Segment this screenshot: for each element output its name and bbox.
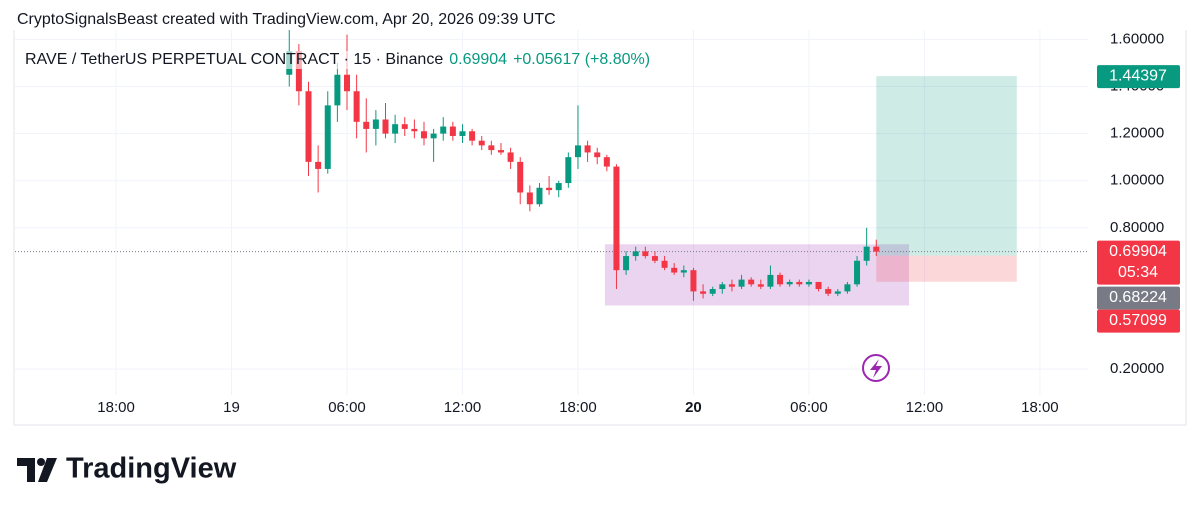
candle-body <box>411 128 418 132</box>
candle-body <box>420 131 427 139</box>
candle-body <box>353 91 360 122</box>
candle-body <box>661 260 668 268</box>
stop-zone <box>876 255 1017 282</box>
x-tick-label: 12:00 <box>906 399 944 416</box>
candle-body <box>536 187 543 205</box>
price-label: 0.69904 <box>1109 243 1167 260</box>
price-label: 0.68224 <box>1109 289 1167 306</box>
price-label: 0.57099 <box>1109 312 1167 329</box>
candle-body <box>690 270 697 292</box>
price-label: 1.44397 <box>1109 67 1167 84</box>
x-tick-label: 20 <box>685 399 702 416</box>
price-label-box <box>1097 286 1180 310</box>
y-tick-label: 0.20000 <box>1110 360 1164 377</box>
candle-body <box>805 281 812 285</box>
candle-body <box>767 274 774 287</box>
range-box <box>604 244 910 306</box>
candle-body <box>651 256 658 261</box>
candle-body <box>488 145 495 151</box>
price-label-box <box>1097 309 1180 333</box>
change: +0.05617 (+8.80%) <box>513 51 651 68</box>
price-label-box <box>1097 65 1180 89</box>
logo-icon <box>17 458 57 482</box>
candle-body <box>526 192 533 205</box>
candle-body <box>295 51 302 92</box>
candle-body <box>555 183 562 191</box>
candle-body <box>719 284 726 290</box>
candle-body <box>382 119 389 134</box>
symbol: RAVE / TetherUS PERPETUAL CONTRACT · 15 … <box>25 51 444 68</box>
price: 0.69904 <box>449 51 508 68</box>
candle-body <box>324 105 331 169</box>
candle-body <box>777 274 784 285</box>
price-label-box <box>1097 240 1180 285</box>
candle-body <box>372 119 379 129</box>
candle-body <box>517 161 524 193</box>
candle-body <box>478 140 485 146</box>
candle-body <box>863 246 870 261</box>
y-tick-label: 1.00000 <box>1110 172 1164 189</box>
candle-body <box>671 267 678 273</box>
candle-body <box>449 126 456 136</box>
x-tick-label: 18:00 <box>1021 399 1059 416</box>
y-tick-label: 1.20000 <box>1110 125 1164 142</box>
candle-body <box>757 284 764 287</box>
candle-body <box>603 157 610 167</box>
candle-body <box>334 74 341 106</box>
candle-body <box>546 187 553 191</box>
candle-body <box>497 150 504 153</box>
candle-body <box>574 145 581 158</box>
candle-body <box>642 251 649 257</box>
candle-body <box>815 281 822 290</box>
candle-body <box>469 131 476 141</box>
y-tick-label: 1.60000 <box>1110 30 1164 47</box>
candle-body <box>632 251 639 257</box>
candle-body <box>401 124 408 129</box>
candle-body <box>392 124 399 134</box>
candle-body <box>854 260 861 285</box>
candle-body <box>709 289 716 294</box>
candle-body <box>738 279 745 287</box>
candle-body <box>459 131 466 136</box>
candle-body <box>728 284 735 287</box>
candle-body <box>584 145 591 153</box>
candle-body <box>786 281 793 285</box>
candle-body <box>305 91 312 162</box>
candle-body <box>440 126 447 134</box>
candle-body <box>344 74 351 92</box>
x-tick-label: 18:00 <box>559 399 597 416</box>
x-tick-label: 19 <box>223 399 240 416</box>
y-tick-label: 0.80000 <box>1110 219 1164 236</box>
candle-body <box>315 161 322 169</box>
header: CryptoSignalsBeast created with TradingV… <box>17 11 556 28</box>
plot <box>15 30 1088 395</box>
x-tick-label: 12:00 <box>444 399 482 416</box>
candle-body <box>565 157 572 184</box>
candle-body <box>363 121 370 129</box>
candle-body <box>748 279 755 285</box>
alert-icon <box>862 354 890 382</box>
target-zone <box>876 76 1017 256</box>
candle-body <box>844 284 851 292</box>
logo-text: TradingView <box>66 453 237 485</box>
x-tick-label: 18:00 <box>97 399 135 416</box>
x-tick-label: 06:00 <box>328 399 366 416</box>
candle-body <box>623 256 630 271</box>
candle-body <box>873 246 880 252</box>
symbol-line: RAVE / TetherUS PERPETUAL CONTRACT · 15 … <box>25 51 651 69</box>
candle-body <box>834 291 841 294</box>
candle-body <box>613 166 620 271</box>
countdown: 05:34 <box>1118 264 1158 281</box>
x-tick-label: 06:00 <box>790 399 828 416</box>
candle-body <box>700 291 707 294</box>
candle-body <box>430 133 437 139</box>
candle-body <box>796 281 803 285</box>
candle-body <box>825 289 832 294</box>
candle-body <box>594 152 601 158</box>
candle-body <box>507 152 514 162</box>
candle-body <box>680 270 687 273</box>
